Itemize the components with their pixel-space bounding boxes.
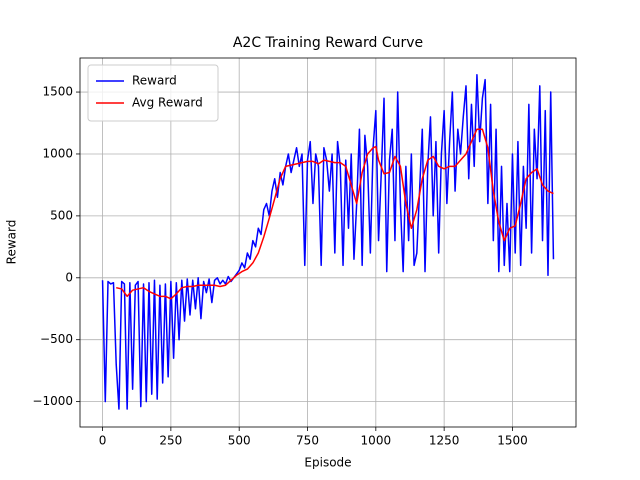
y-axis-label: Reward — [5, 220, 19, 265]
legend-label: Avg Reward — [132, 96, 203, 110]
x-tick-label: 1500 — [497, 434, 528, 448]
x-tick-label: 0 — [99, 434, 107, 448]
series-line — [101, 73, 555, 410]
plot-area — [80, 58, 576, 427]
x-tick-label: 1250 — [429, 434, 460, 448]
legend-label: Reward — [132, 74, 177, 88]
x-tick-label: 750 — [296, 434, 319, 448]
y-tick-label: −500 — [40, 332, 73, 346]
x-axis-label: Episode — [304, 456, 351, 470]
series-line — [116, 128, 554, 300]
axes-frame — [79, 57, 577, 428]
y-tick-label: 500 — [50, 208, 73, 222]
y-tick-label: 1500 — [42, 85, 73, 99]
y-tick-label: 0 — [65, 270, 73, 284]
x-tick-label: 250 — [159, 434, 182, 448]
chart-title: A2C Training Reward Curve — [233, 35, 423, 51]
legend-box — [87, 64, 219, 122]
y-tick-label: −1000 — [32, 394, 73, 408]
x-tick-label: 1000 — [361, 434, 392, 448]
y-tick-label: 1000 — [42, 146, 73, 160]
x-tick-label: 500 — [228, 434, 251, 448]
